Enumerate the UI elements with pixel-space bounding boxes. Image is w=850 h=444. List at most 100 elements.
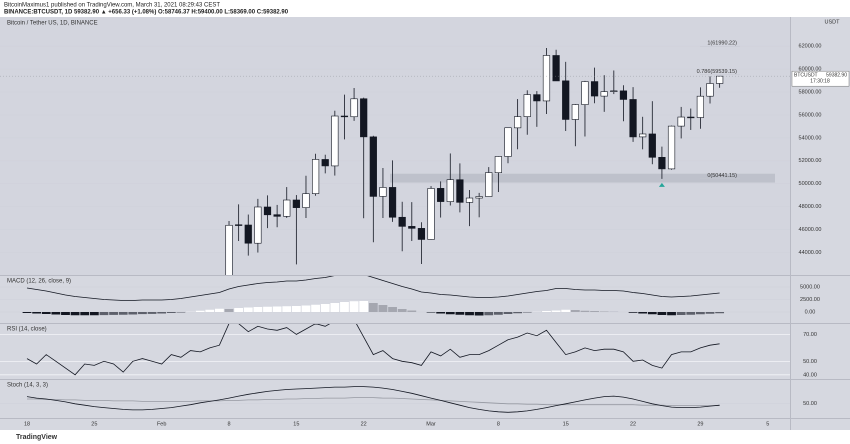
candle-body	[302, 193, 310, 208]
fib-label: 0.786(59539.15)	[697, 69, 738, 75]
axis-unit: USDT	[825, 19, 841, 25]
histogram-bar	[195, 310, 205, 312]
candle-body	[571, 104, 579, 120]
x-tick-label: 8	[497, 421, 500, 427]
histogram-bar	[41, 312, 51, 314]
x-tick-label: 22	[361, 421, 367, 427]
histogram-bar	[128, 312, 138, 315]
candle-body	[331, 115, 339, 167]
candle-body	[514, 116, 522, 129]
candle-body	[446, 179, 454, 202]
candle-body	[427, 188, 435, 240]
candle-body	[244, 224, 252, 244]
histogram-bar	[118, 312, 128, 315]
candle-body	[292, 199, 300, 208]
x-tick-label: 22	[630, 421, 636, 427]
candle-body	[706, 83, 714, 97]
histogram-bar	[493, 312, 503, 315]
x-tick-label: 29	[697, 421, 703, 427]
histogram-bar	[667, 312, 676, 316]
candle-body	[562, 80, 570, 120]
macd-title: MACD (12, 26, close, 9)	[7, 279, 71, 285]
y-tick-label: 5000.00	[800, 284, 820, 290]
histogram-bar	[445, 312, 455, 315]
last-price-tag	[791, 70, 850, 87]
author-line: BitcoinMaximus1 published on TradingView…	[4, 3, 220, 9]
y-tick-label: 46000.00	[799, 227, 822, 233]
y-tick-label: 62000.00	[799, 44, 822, 50]
chart-title: Bitcoin / Tether US, 1D, BINANCE	[7, 21, 98, 27]
histogram-bar	[291, 306, 301, 312]
stoch-title: Stoch (14, 3, 3)	[7, 383, 48, 389]
indicator-line	[26, 386, 720, 413]
y-tick-label: 50.00	[803, 401, 817, 407]
candle-body	[639, 133, 647, 138]
candle-body	[716, 75, 724, 84]
countdown: 17:30:18	[810, 78, 830, 84]
candle-body	[600, 91, 608, 97]
y-tick-label: 70.00	[803, 332, 817, 338]
candle-body	[340, 115, 349, 118]
candle-body	[379, 187, 387, 197]
footer-background	[0, 430, 850, 444]
x-tick-label: Mar	[426, 421, 436, 427]
x-tick-label: 18	[24, 421, 30, 427]
histogram-bar	[368, 303, 378, 312]
x-tick-label: 25	[91, 421, 97, 427]
histogram-bar	[263, 306, 272, 312]
candle-body	[504, 127, 512, 157]
histogram-bar	[330, 303, 340, 312]
histogram-bar	[513, 312, 523, 314]
histogram-bar	[705, 312, 715, 314]
symbol-tag: BTCUSDT	[794, 72, 818, 78]
y-tick-label: 54000.00	[799, 135, 822, 141]
histogram-bar	[243, 307, 253, 312]
y-tick-label: 56000.00	[799, 112, 822, 118]
histogram-bar	[580, 310, 590, 312]
histogram-bar	[638, 312, 648, 314]
histogram-bar	[147, 312, 157, 314]
candle-body	[408, 226, 416, 229]
histogram-bar	[109, 312, 118, 315]
histogram-bar	[628, 312, 638, 313]
candle-body	[696, 95, 704, 118]
signal-arrow	[658, 182, 665, 187]
y-tick-label: 44000.00	[799, 250, 822, 256]
histogram-bar	[157, 312, 167, 314]
candle-body	[494, 156, 502, 174]
price-pane	[0, 17, 790, 275]
candle-body	[398, 216, 406, 227]
histogram-bar	[426, 312, 436, 313]
candle-body	[417, 228, 426, 240]
histogram-bar	[436, 312, 446, 314]
histogram-bar	[166, 312, 176, 313]
histogram-bar	[465, 312, 474, 316]
histogram-bar	[484, 312, 494, 316]
candle-body	[590, 81, 599, 97]
histogram-bar	[80, 312, 90, 316]
candle-body	[629, 99, 637, 138]
histogram-bar	[224, 309, 234, 312]
histogram-bar	[551, 310, 561, 312]
histogram-bar	[570, 310, 580, 312]
histogram-bar	[22, 312, 32, 313]
histogram-bar	[522, 312, 532, 313]
histogram-bar	[138, 312, 147, 315]
candle-body	[581, 81, 589, 105]
histogram-bar	[676, 312, 686, 315]
candle-body	[360, 98, 368, 138]
histogram-bar	[715, 312, 725, 314]
histogram-bar	[657, 312, 667, 315]
candle-body	[369, 136, 377, 197]
histogram-bar	[234, 308, 244, 312]
y-tick-label: 50000.00	[799, 181, 822, 187]
x-tick-label: 15	[563, 421, 569, 427]
histogram-bar	[590, 311, 599, 312]
histogram-bar	[397, 309, 407, 312]
y-tick-label: 58000.00	[799, 89, 822, 95]
candle-body	[311, 159, 320, 194]
histogram-bar	[253, 307, 263, 312]
histogram-bar	[99, 312, 109, 316]
histogram-bar	[176, 312, 186, 313]
